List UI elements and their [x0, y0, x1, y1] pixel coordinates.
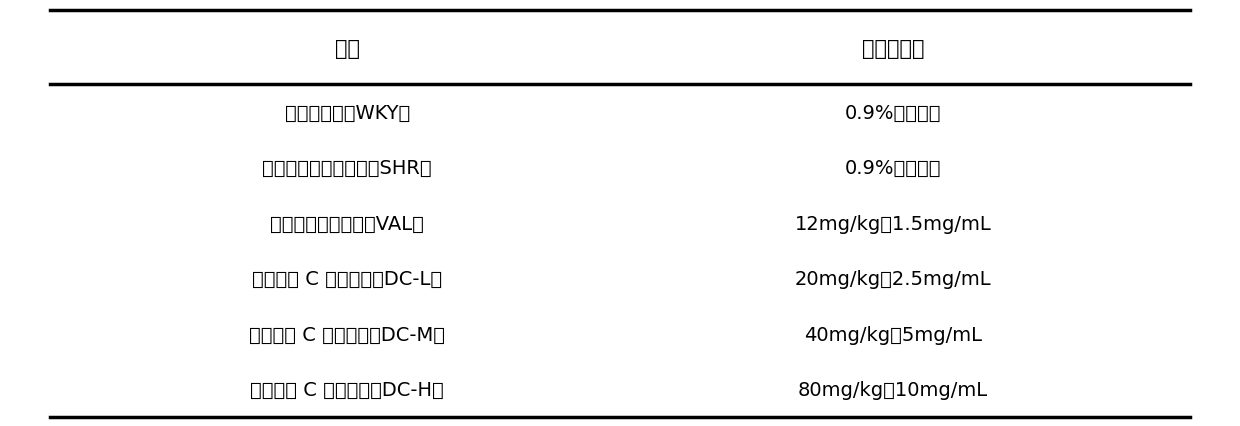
- Text: 80mg/kg，10mg/mL: 80mg/kg，10mg/mL: [797, 380, 988, 399]
- Text: 试剂和浓度: 试剂和浓度: [862, 39, 924, 59]
- Text: 缬沙坦阳性对照组（VAL）: 缬沙坦阳性对照组（VAL）: [270, 214, 424, 233]
- Text: 组别: 组别: [335, 39, 360, 59]
- Text: 0.9%生理盐水: 0.9%生理盐水: [844, 159, 941, 178]
- Text: 正常对照组（WKY）: 正常对照组（WKY）: [284, 104, 410, 122]
- Text: 丹参新酮 C 高剂量组（DC-H）: 丹参新酮 C 高剂量组（DC-H）: [250, 380, 444, 399]
- Text: 自发性高血压大鼠组（SHR）: 自发性高血压大鼠组（SHR）: [263, 159, 432, 178]
- Text: 40mg/kg，5mg/mL: 40mg/kg，5mg/mL: [804, 325, 982, 344]
- Text: 20mg/kg，2.5mg/mL: 20mg/kg，2.5mg/mL: [795, 270, 991, 288]
- Text: 丹参新酮 C 中剂量组（DC-M）: 丹参新酮 C 中剂量组（DC-M）: [249, 325, 445, 344]
- Text: 丹参新酮 C 低剂量组（DC-L）: 丹参新酮 C 低剂量组（DC-L）: [252, 270, 443, 288]
- Text: 0.9%生理盐水: 0.9%生理盐水: [844, 104, 941, 122]
- Text: 12mg/kg，1.5mg/mL: 12mg/kg，1.5mg/mL: [795, 214, 991, 233]
